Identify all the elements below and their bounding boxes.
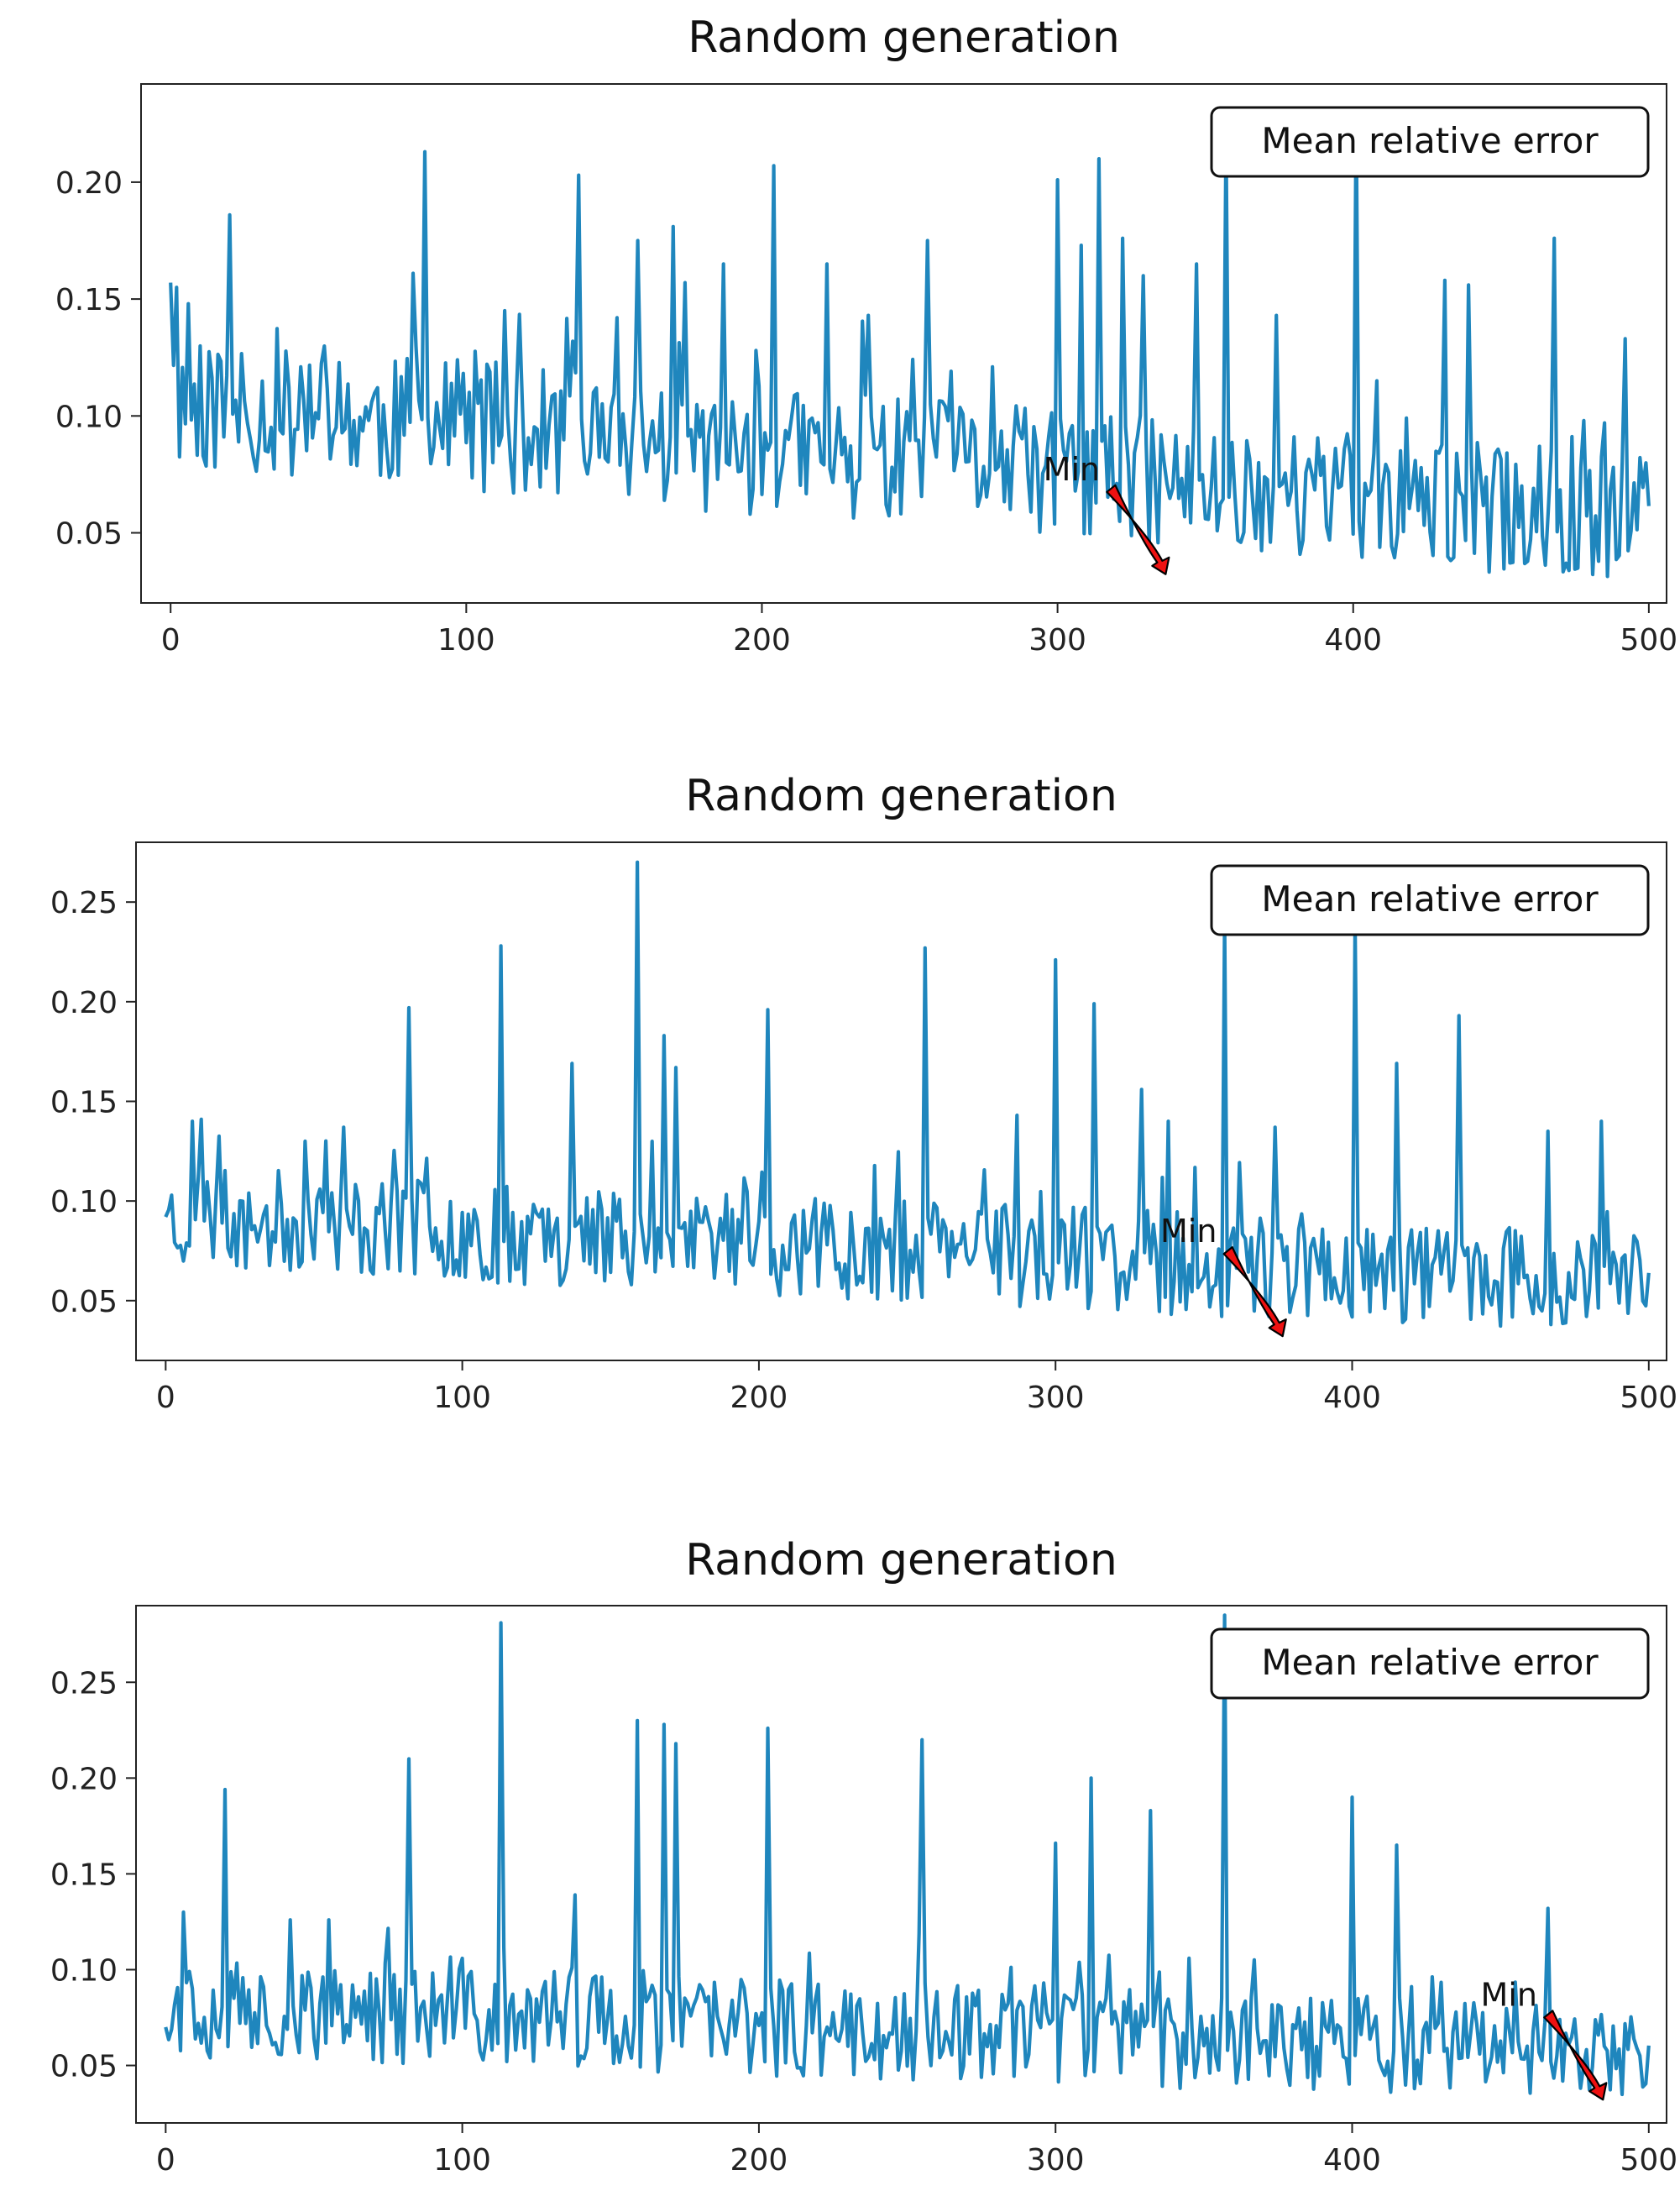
x-tick-label: 500 <box>1620 623 1678 658</box>
x-tick-label: 300 <box>1027 2143 1085 2178</box>
chart-panel-1: Random generation 0 100 200 300 400 500 0.05 0.1… <box>55 13 1677 658</box>
legend-box <box>1210 106 1650 178</box>
x-tick-label: 200 <box>733 623 791 658</box>
x-tick-label: 200 <box>730 2143 788 2178</box>
min-annotation-label: Min <box>1160 1213 1217 1250</box>
y-tick-label: 0.20 <box>50 1762 118 1796</box>
y-tick-label: 0.25 <box>50 1666 118 1701</box>
x-tick-label: 200 <box>730 1381 788 1415</box>
data-series-line <box>164 1613 1651 2097</box>
chart-title: Random generation <box>685 771 1117 821</box>
legend-label: Mean relative error <box>1261 1642 1599 1683</box>
x-tick-label: 0 <box>156 2143 175 2178</box>
axes-frame <box>135 1605 1667 2124</box>
min-annotation-arrow <box>1106 484 1170 575</box>
x-tick-label: 400 <box>1324 623 1382 658</box>
min-annotation-label: Min <box>1481 1976 1537 2013</box>
x-tick-label: 300 <box>1028 623 1086 658</box>
y-tick-label: 0.15 <box>55 283 123 317</box>
data-series-line <box>169 110 1651 579</box>
x-tick-label: 300 <box>1027 1381 1085 1415</box>
legend-box <box>1210 1627 1650 1700</box>
data-series-line <box>164 860 1651 1329</box>
chart-panel-3: Random generation 0 100 200 300 400 500 0.05 0.1… <box>50 1535 1677 2178</box>
axes-frame <box>140 83 1667 604</box>
y-tick-label: 0.05 <box>50 1285 118 1319</box>
y-tick-label: 0.10 <box>50 1953 118 1988</box>
min-annotation-arrow <box>1222 1246 1287 1338</box>
min-annotation-arrow <box>1543 2010 1608 2101</box>
x-tick-label: 0 <box>161 623 181 658</box>
chart-title: Random generation <box>685 1535 1117 1585</box>
y-tick-label: 0.05 <box>50 2050 118 2084</box>
y-tick-label: 0.25 <box>50 886 118 920</box>
x-tick-label: 400 <box>1323 1381 1381 1415</box>
y-tick-label: 0.05 <box>55 516 123 551</box>
x-tick-label: 100 <box>433 2143 491 2178</box>
legend-label: Mean relative error <box>1261 878 1599 920</box>
y-tick-label: 0.15 <box>50 1086 118 1120</box>
y-tick-label: 0.20 <box>50 986 118 1020</box>
x-tick-label: 0 <box>156 1381 175 1415</box>
chart-title: Random generation <box>688 13 1120 63</box>
x-tick-label: 100 <box>437 623 495 658</box>
x-tick-label: 500 <box>1620 1381 1677 1415</box>
x-tick-label: 100 <box>433 1381 491 1415</box>
legend-label: Mean relative error <box>1261 120 1599 161</box>
x-tick-label: 400 <box>1323 2143 1381 2178</box>
y-tick-label: 0.10 <box>55 400 123 434</box>
x-tick-label: 500 <box>1620 2143 1677 2178</box>
y-tick-label: 0.10 <box>50 1185 118 1219</box>
legend-box <box>1210 864 1650 936</box>
chart-panel-2: Random generation 0 100 200 300 400 500 0.05 0.1… <box>50 771 1677 1415</box>
y-tick-label: 0.20 <box>55 166 123 201</box>
min-annotation-label: Min <box>1044 451 1100 488</box>
y-tick-label: 0.15 <box>50 1858 118 1892</box>
